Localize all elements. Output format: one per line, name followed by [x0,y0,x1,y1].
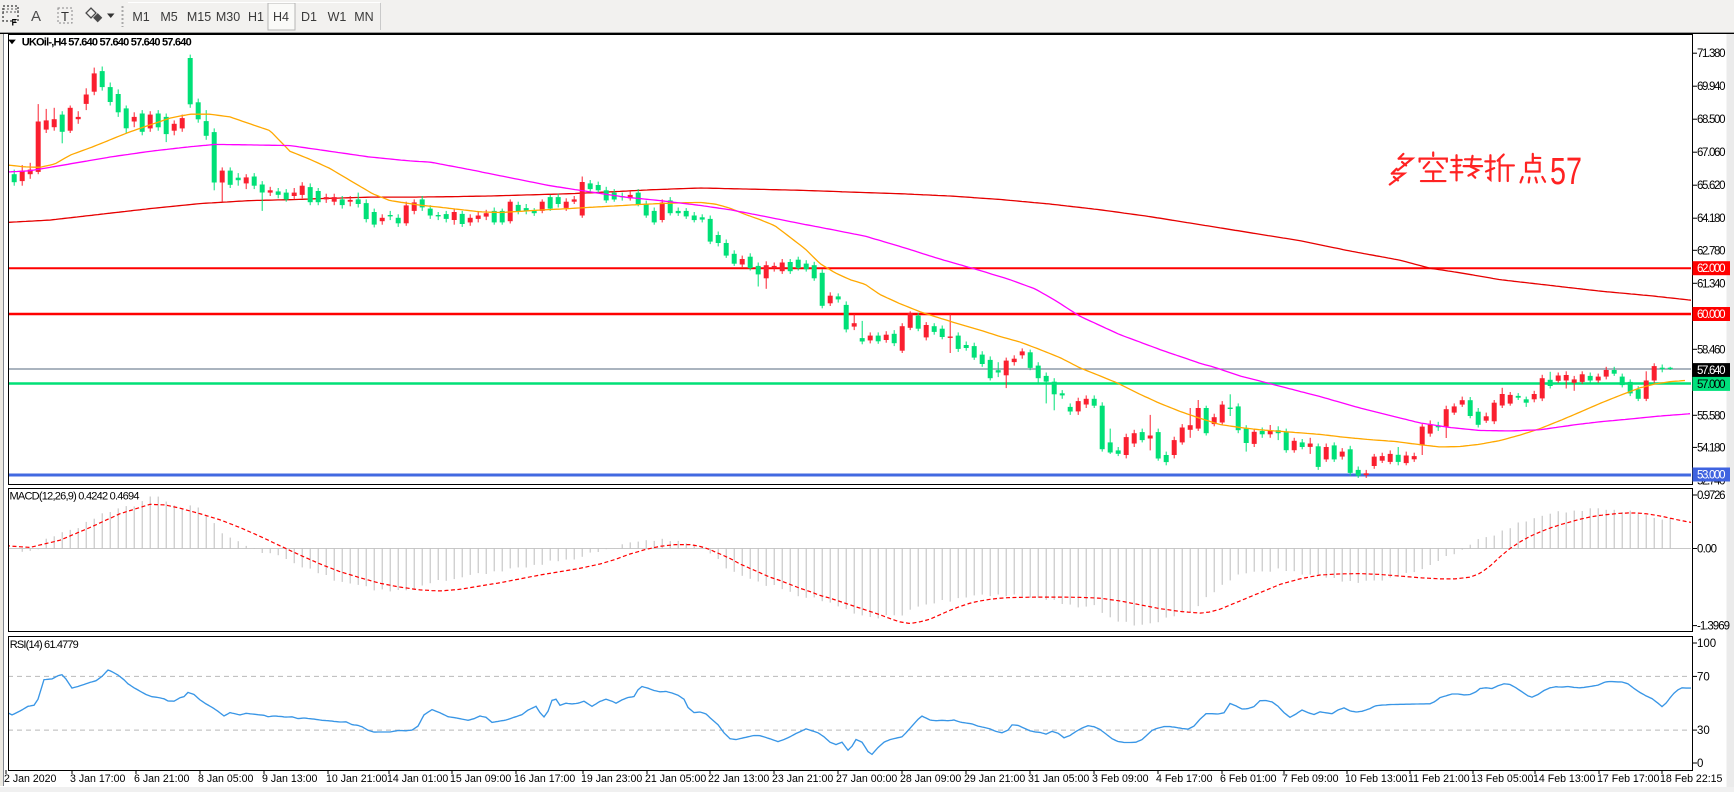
svg-text:57.640: 57.640 [1697,365,1726,377]
svg-text:30: 30 [1697,725,1710,737]
svg-text:64.180: 64.180 [1697,213,1726,225]
svg-text:58.460: 58.460 [1697,344,1726,356]
svg-text:UKOil-,H4 57.640 57.640 57.64: UKOil-,H4 57.640 57.640 57.640 57.640 [22,36,192,48]
svg-text:10 Feb 13:00: 10 Feb 13:00 [1345,773,1408,785]
svg-text:MN: MN [354,10,373,24]
svg-text:W1: W1 [328,10,347,24]
svg-text:-1.3969: -1.3969 [1697,621,1730,633]
svg-text:T: T [61,9,69,24]
svg-text:68.500: 68.500 [1697,114,1726,126]
svg-text:62.000: 62.000 [1697,263,1726,275]
svg-text:M1: M1 [132,10,149,24]
svg-text:D1: D1 [301,10,317,24]
svg-text:H4: H4 [273,10,289,24]
svg-text:13 Feb 05:00: 13 Feb 05:00 [1471,773,1534,785]
svg-text:55.580: 55.580 [1697,410,1726,422]
svg-text:15 Jan 09:00: 15 Jan 09:00 [450,773,511,785]
svg-text:8 Jan 05:00: 8 Jan 05:00 [198,773,253,785]
svg-text:H1: H1 [248,10,264,24]
svg-text:14 Jan 01:00: 14 Jan 01:00 [387,773,448,785]
svg-text:31 Jan 05:00: 31 Jan 05:00 [1028,773,1089,785]
svg-text:M30: M30 [216,10,240,24]
svg-text:67.060: 67.060 [1697,147,1726,159]
svg-text:61.340: 61.340 [1697,278,1726,290]
svg-text:57.000: 57.000 [1697,379,1726,391]
svg-text:3 Jan 17:00: 3 Jan 17:00 [70,773,125,785]
svg-text:27 Jan 00:00: 27 Jan 00:00 [836,773,897,785]
svg-text:M5: M5 [160,10,177,24]
svg-text:0.9726: 0.9726 [1697,490,1726,502]
svg-text:18 Feb 22:15: 18 Feb 22:15 [1660,773,1723,785]
svg-text:0: 0 [1697,758,1703,770]
svg-text:71.380: 71.380 [1697,48,1726,60]
svg-text:2 Jan 2020: 2 Jan 2020 [4,773,57,785]
svg-text:22 Jan 13:00: 22 Jan 13:00 [708,773,769,785]
svg-text:11 Feb 21:00: 11 Feb 21:00 [1408,773,1470,785]
svg-text:23 Jan 21:00: 23 Jan 21:00 [772,773,833,785]
svg-text:M15: M15 [187,10,211,24]
svg-text:4 Feb 17:00: 4 Feb 17:00 [1156,773,1213,785]
svg-text:MACD(12,26,9) 0.4242 0.4694: MACD(12,26,9) 0.4242 0.4694 [10,491,140,503]
svg-text:69.940: 69.940 [1697,81,1726,93]
svg-text:17 Feb 17:00: 17 Feb 17:00 [1597,773,1660,785]
svg-text:57: 57 [1550,151,1582,193]
svg-text:53.000: 53.000 [1697,470,1726,482]
svg-text:7 Feb 09:00: 7 Feb 09:00 [1282,773,1339,785]
svg-text:RSI(14) 61.4779: RSI(14) 61.4779 [10,639,79,651]
svg-text:9 Jan 13:00: 9 Jan 13:00 [262,773,317,785]
svg-text:54.180: 54.180 [1697,442,1726,454]
svg-text:16 Jan 17:00: 16 Jan 17:00 [514,773,575,785]
svg-text:62.780: 62.780 [1697,245,1726,257]
svg-text:3 Feb 09:00: 3 Feb 09:00 [1092,773,1149,785]
svg-text:60.000: 60.000 [1697,309,1726,321]
svg-text:10 Jan 21:00: 10 Jan 21:00 [326,773,387,785]
svg-text:19 Jan 23:00: 19 Jan 23:00 [581,773,642,785]
svg-text:F: F [12,18,18,28]
svg-text:21 Jan 05:00: 21 Jan 05:00 [645,773,706,785]
svg-text:100: 100 [1697,638,1716,650]
svg-text:14 Feb 13:00: 14 Feb 13:00 [1533,773,1596,785]
svg-text:6 Feb 01:00: 6 Feb 01:00 [1220,773,1277,785]
svg-text:0.00: 0.00 [1697,544,1717,556]
svg-text:6 Jan 21:00: 6 Jan 21:00 [134,773,189,785]
svg-text:28 Jan 09:00: 28 Jan 09:00 [900,773,961,785]
svg-text:29 Jan 21:00: 29 Jan 21:00 [964,773,1025,785]
svg-text:65.620: 65.620 [1697,180,1726,192]
svg-text:A: A [31,8,41,25]
svg-text:70: 70 [1697,671,1710,683]
